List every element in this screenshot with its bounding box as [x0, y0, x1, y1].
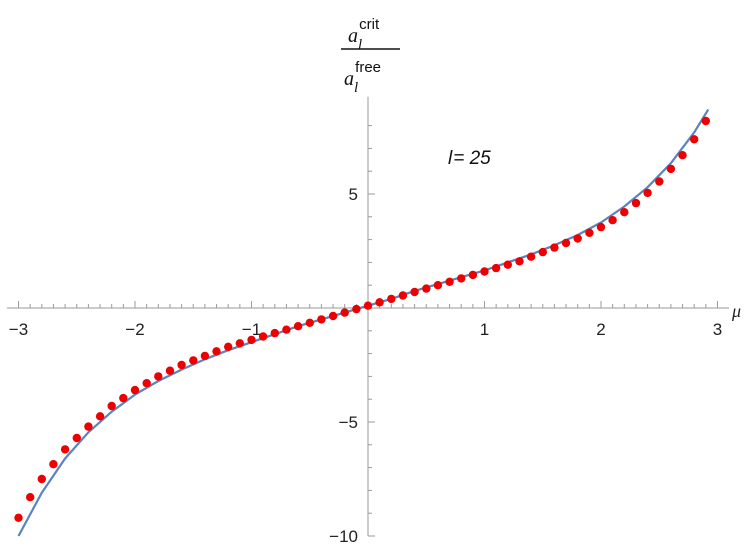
tick-marks: [18, 125, 718, 537]
data-point: [130, 385, 140, 395]
data-point: [247, 335, 256, 345]
data-point: [328, 311, 338, 321]
data-point: [666, 164, 676, 174]
x-tick-label: −2: [125, 320, 144, 339]
data-point: [84, 422, 93, 431]
data-point: [573, 234, 582, 243]
data-point: [142, 379, 151, 388]
data-point: [538, 247, 547, 257]
data-point: [526, 252, 536, 261]
data-point: [468, 270, 478, 280]
data-point: [26, 493, 35, 502]
data-point: [189, 356, 198, 365]
data-point: [375, 298, 384, 307]
data-point: [550, 243, 559, 252]
data-point: [305, 318, 314, 327]
data-point: [608, 216, 617, 225]
data-point: [200, 351, 210, 361]
data-point: [363, 301, 373, 310]
data-point: [701, 116, 710, 126]
y-tick-label: 5: [349, 185, 358, 204]
data-point: [212, 347, 221, 356]
data-point: [491, 263, 501, 273]
axes: [6, 96, 730, 536]
y-axis-label: alcrit alfree: [341, 16, 400, 96]
data-point: [433, 281, 443, 290]
data-point: [387, 294, 396, 304]
data-point: [154, 372, 163, 381]
data-point: [480, 267, 489, 276]
data-point: [503, 260, 512, 269]
data-point: [37, 474, 46, 484]
data-point: [14, 513, 23, 522]
data-point: [49, 460, 58, 469]
data-point: [165, 366, 175, 375]
data-point: [643, 188, 652, 198]
data-point: [119, 393, 128, 403]
data-point: [422, 284, 431, 293]
data-point: [655, 177, 664, 186]
data-point: [515, 257, 524, 266]
x-tick-label: 3: [713, 320, 722, 339]
x-tick-label: 1: [480, 320, 489, 339]
data-point: [270, 328, 279, 338]
data-point: [282, 325, 291, 334]
data-point: [631, 198, 641, 208]
data-point: [107, 401, 116, 411]
data-point: [293, 322, 303, 331]
x-axis-label: μ: [731, 301, 741, 321]
x-tick-label: −1: [242, 320, 261, 339]
x-tick-label: −3: [9, 320, 28, 339]
data-point: [678, 151, 687, 160]
data-point: [457, 274, 466, 283]
data-point: [596, 222, 606, 232]
data-point: [258, 332, 268, 341]
data-point: [72, 433, 82, 443]
data-point: [177, 360, 186, 370]
annotation-l-value: l= 25: [448, 148, 491, 169]
data-point: [60, 445, 70, 454]
data-point: [620, 208, 629, 217]
y-tick-label: −10: [329, 527, 358, 546]
data-point: [95, 412, 105, 421]
tick-labels: −3 −2 −1 1 2 3 −10 −5 5: [9, 185, 722, 546]
data-point: [690, 135, 699, 144]
y-label-denominator: alfree: [344, 59, 381, 96]
data-point: [340, 308, 349, 317]
series-points: [14, 116, 710, 522]
data-point: [585, 228, 594, 237]
data-point: [235, 339, 244, 348]
data-point: [224, 342, 233, 351]
data-point: [410, 287, 419, 297]
data-point: [398, 291, 408, 300]
data-point: [445, 277, 454, 286]
data-point: [352, 304, 361, 314]
y-tick-label: −5: [339, 413, 358, 432]
data-point: [317, 315, 326, 324]
x-tick-label: 2: [596, 320, 605, 339]
data-point: [561, 238, 571, 248]
y-label-numerator: alcrit: [348, 16, 380, 53]
